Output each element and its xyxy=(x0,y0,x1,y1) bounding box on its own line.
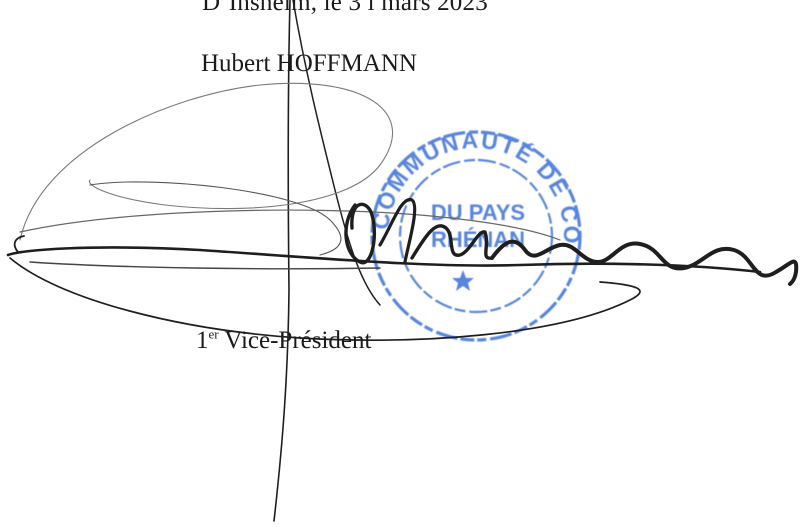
title-ordinal: 1 xyxy=(196,327,209,354)
signatory-name: Hubert HOFFMANN xyxy=(201,50,417,77)
stamp-inner-ring xyxy=(398,158,554,314)
signatory-title: 1er Vice-Président xyxy=(196,327,371,355)
star-icon xyxy=(452,270,474,291)
title-role: Vice-Président xyxy=(218,327,372,354)
stamp-center-line-1: DU PAYS xyxy=(431,200,525,225)
place-date-line: D’Insheim, le 3 l mars 2023 xyxy=(202,0,488,16)
stamp-ring-text: COMMUNAUTÉ DE COMMUNES xyxy=(0,0,585,246)
stamp-outer-ring xyxy=(370,130,582,342)
stamp-center-line-2: RHÉNAN xyxy=(431,227,525,252)
title-ordinal-suffix: er xyxy=(208,326,219,342)
